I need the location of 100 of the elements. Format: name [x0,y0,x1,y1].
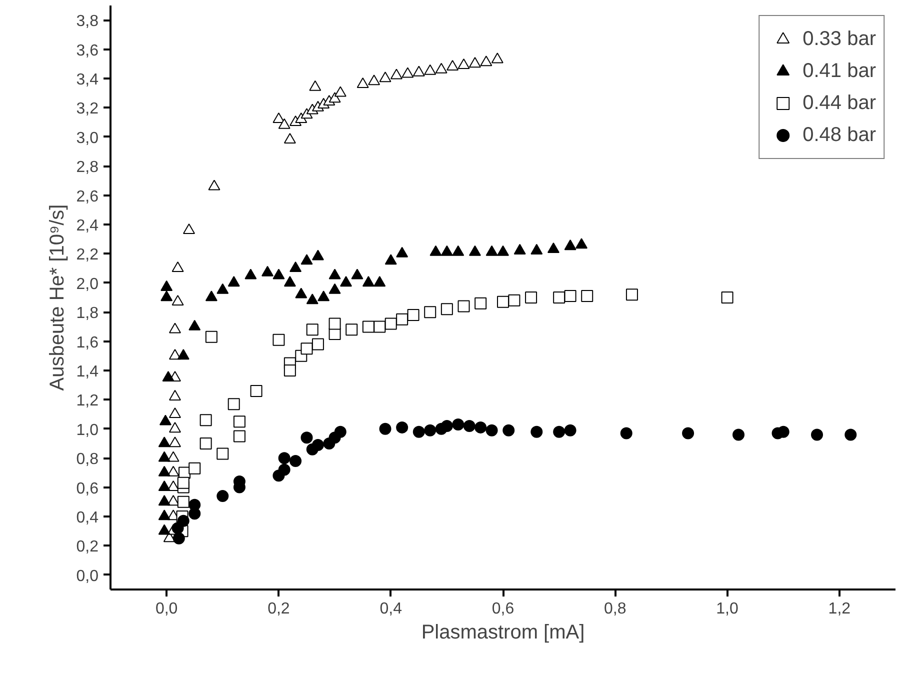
point [250,384,262,397]
y-tick-label: 1,4 [76,364,99,380]
point [158,524,170,535]
point [530,426,543,438]
point [486,245,498,256]
legend-label: 0.41 bar [802,60,876,82]
point [290,261,302,272]
point [162,370,174,382]
x-tick-label: 1,0 [716,600,739,618]
point [158,495,170,506]
point [168,390,181,400]
y-axis-title: Ausbeute He* [10⁹/s] [46,204,68,391]
point [402,67,414,78]
point [309,80,322,91]
point [172,532,185,544]
point [300,342,313,355]
point [208,180,220,190]
point [205,290,218,302]
legend-label: 0.33 bar [802,28,876,50]
point [272,334,285,346]
x-tick-label: 0,8 [604,600,626,618]
point [458,300,470,312]
point [312,338,324,350]
point [491,52,504,64]
point [547,242,560,253]
point [468,245,481,256]
point [564,240,576,250]
point [620,427,632,440]
point [328,283,341,294]
point [844,428,857,441]
point [474,297,487,310]
point [318,290,330,302]
point [553,292,566,304]
point [435,62,448,74]
point [168,407,181,418]
point [177,476,190,489]
point [228,398,240,410]
point [158,466,170,476]
point [216,448,229,460]
point [384,254,397,265]
y-tick-label: 3,4 [76,72,99,88]
point [158,510,170,520]
point [159,414,172,426]
point [278,118,290,129]
point [168,436,181,448]
y-tick-label: 2,4 [76,218,99,234]
point [272,268,285,280]
point [502,424,515,436]
point [188,498,201,511]
point [300,432,313,444]
point [412,66,425,76]
point [244,268,257,280]
point [463,420,476,432]
point [300,254,313,265]
y-tick-label: 0,8 [76,451,99,468]
y-tick-label: 2,8 [76,159,99,176]
point [177,514,190,527]
point [160,290,173,302]
point [295,288,308,298]
point [168,422,181,433]
point [374,320,386,333]
point [188,320,201,330]
point [233,416,246,428]
point [446,60,459,70]
point [158,436,170,448]
x-axis-title: Plasmastrom [mA] [421,622,585,644]
point [564,424,576,436]
point [188,462,201,474]
point [306,324,318,336]
y-tick-label: 2,0 [76,276,99,293]
point [440,245,453,256]
point [384,318,397,330]
point [497,245,509,256]
point [412,426,425,438]
point [216,490,229,502]
point [581,290,594,302]
point [474,421,487,434]
point [351,268,364,280]
point [284,132,296,144]
legend-label: 0.44 bar [802,92,876,114]
point [167,466,180,476]
point [362,320,374,333]
point [396,246,408,258]
point [177,349,190,360]
point [183,223,195,234]
point [379,72,392,82]
point [374,276,386,287]
point [732,428,744,441]
point [396,421,408,434]
point [452,245,464,256]
point [306,294,318,304]
point [284,364,296,376]
point [508,294,520,306]
point [362,276,374,287]
y-tick-label: 3,2 [76,100,99,118]
point [284,276,296,287]
point [626,288,638,301]
point [682,427,694,440]
point [200,438,212,450]
point [576,238,588,249]
